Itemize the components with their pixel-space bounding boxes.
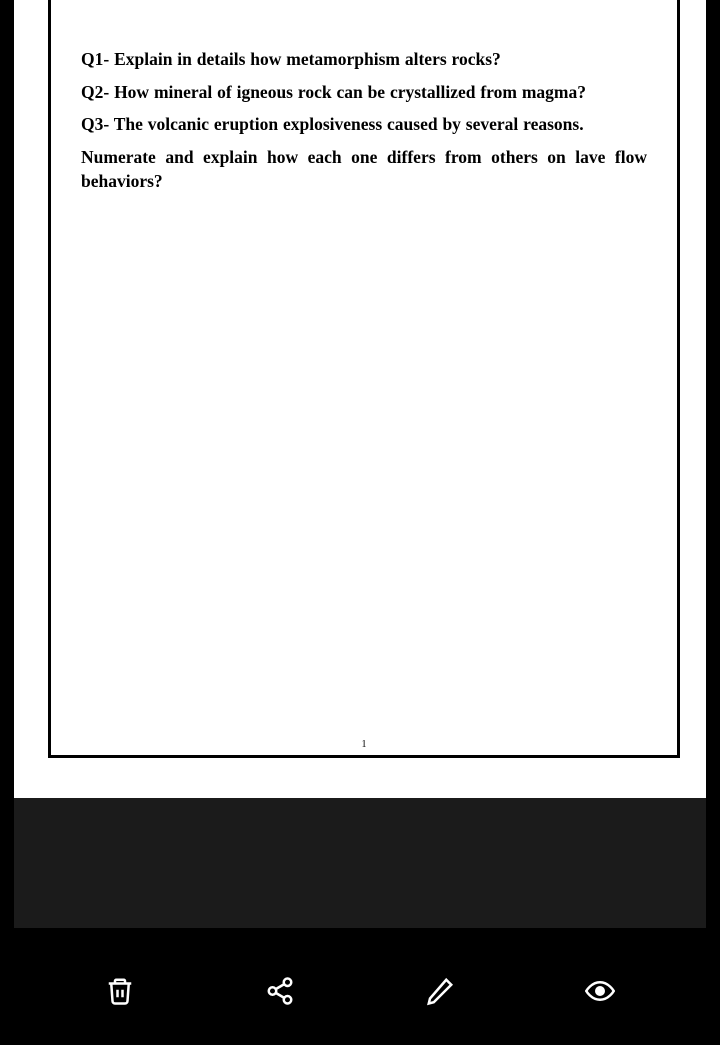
question-1: Q1- Explain in details how metamorphism … xyxy=(81,48,647,72)
eye-icon xyxy=(585,976,615,1011)
delete-button[interactable] xyxy=(96,970,144,1018)
document-content: Q1- Explain in details how metamorphism … xyxy=(51,0,677,193)
document-viewer: Q1- Explain in details how metamorphism … xyxy=(14,0,706,798)
edit-button[interactable] xyxy=(416,970,464,1018)
page-number: 1 xyxy=(362,739,367,750)
viewer-backdrop xyxy=(14,798,706,928)
trash-icon xyxy=(105,976,135,1011)
share-button[interactable] xyxy=(256,970,304,1018)
question-3: Q3- The volcanic eruption explosiveness … xyxy=(81,113,647,137)
bottom-toolbar xyxy=(0,942,720,1045)
instruction-text: Numerate and explain how each one differ… xyxy=(81,146,647,193)
share-icon xyxy=(265,976,295,1011)
document-page: Q1- Explain in details how metamorphism … xyxy=(48,0,680,758)
view-button[interactable] xyxy=(576,970,624,1018)
question-2: Q2- How mineral of igneous rock can be c… xyxy=(81,81,647,105)
pencil-icon xyxy=(425,976,455,1011)
